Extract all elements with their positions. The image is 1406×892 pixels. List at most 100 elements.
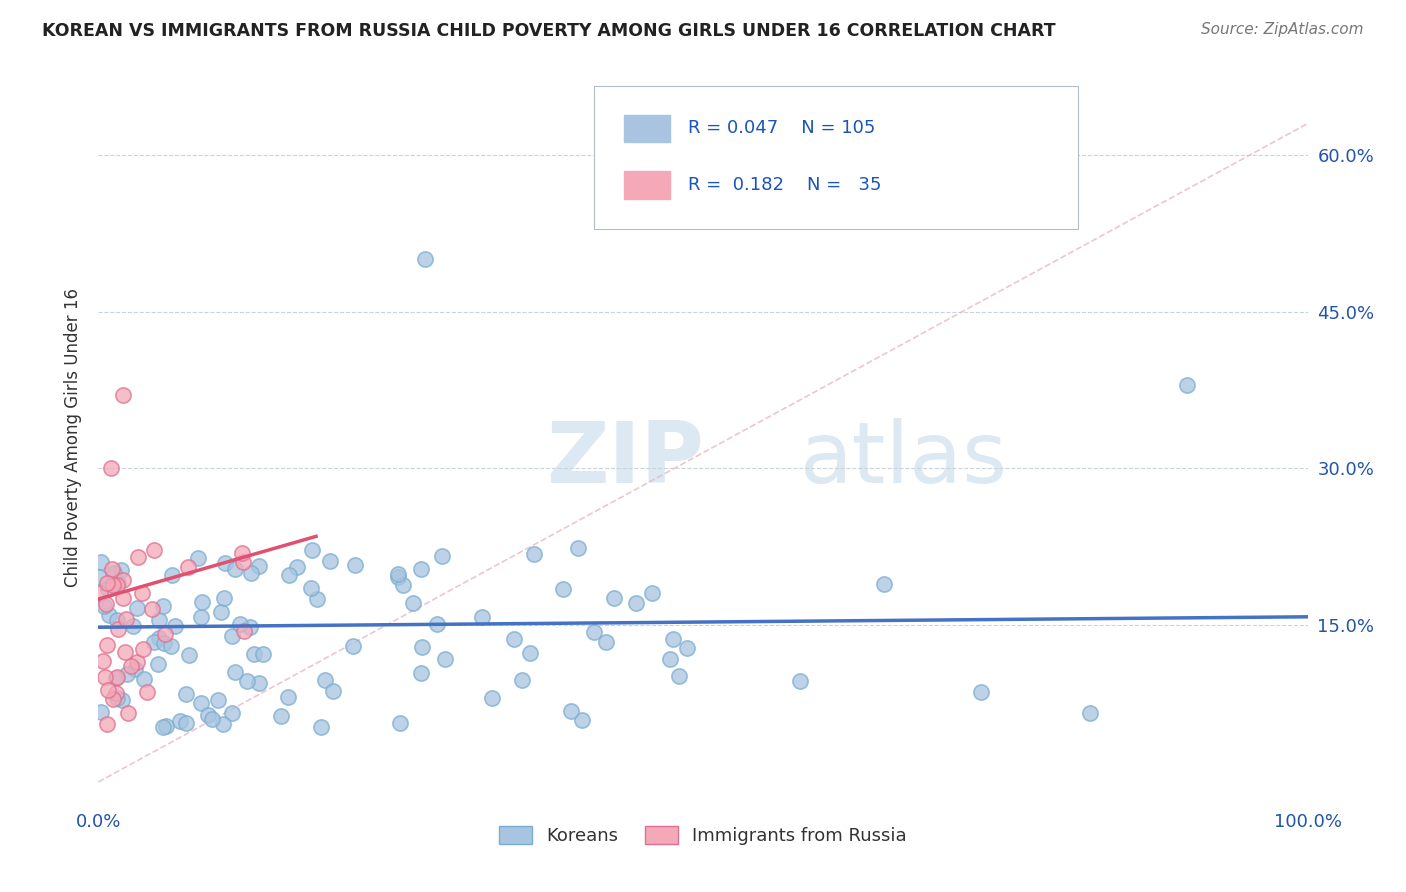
Point <box>309 720 332 734</box>
Point <box>270 709 292 723</box>
Point <box>148 631 170 645</box>
Point <box>160 567 183 582</box>
Point <box>117 666 139 681</box>
Point <box>661 632 683 646</box>
Text: KOREAN VS IMMIGRANTS FROM RUSSIA CHILD POVERTY AMONG GIRLS UNDER 16 CORRELATION : KOREAN VS IMMIGRANTS FROM RUSSIA CHILD P… <box>42 22 1056 40</box>
Point <box>413 252 436 267</box>
Point <box>110 563 132 577</box>
Point <box>344 558 367 572</box>
Point <box>299 582 322 596</box>
Point <box>510 673 533 687</box>
Point <box>155 719 177 733</box>
Point <box>111 388 134 402</box>
Point <box>523 547 546 561</box>
Y-axis label: Child Poverty Among Girls Under 16: Child Poverty Among Girls Under 16 <box>63 287 82 587</box>
Point <box>214 557 236 571</box>
Point <box>117 706 139 720</box>
Point <box>277 690 299 705</box>
Point <box>503 632 526 646</box>
Point <box>97 682 120 697</box>
Bar <box>624 114 671 143</box>
Point <box>640 585 662 599</box>
Point <box>152 720 174 734</box>
Point <box>125 601 148 615</box>
Point <box>595 635 617 649</box>
Point <box>789 673 811 688</box>
Point <box>111 591 134 605</box>
Point <box>169 714 191 728</box>
Point <box>187 550 209 565</box>
Point <box>103 566 125 580</box>
Point <box>221 629 243 643</box>
Point <box>179 648 201 663</box>
Point <box>411 640 433 654</box>
Point <box>96 576 118 591</box>
Point <box>132 641 155 656</box>
Point <box>163 618 186 632</box>
Point <box>387 570 409 584</box>
Point <box>105 670 128 684</box>
Point <box>97 582 120 597</box>
Point <box>481 691 503 706</box>
Point <box>94 597 117 611</box>
Point <box>93 599 115 614</box>
Point <box>287 560 309 574</box>
Point <box>409 561 432 575</box>
Point <box>319 554 342 568</box>
Point <box>392 577 415 591</box>
Point <box>471 610 494 624</box>
Point <box>111 693 134 707</box>
Point <box>240 566 263 581</box>
Point <box>105 690 128 705</box>
Point <box>107 623 129 637</box>
Point <box>214 591 236 606</box>
Point <box>115 612 138 626</box>
Point <box>121 619 143 633</box>
Point <box>93 654 115 668</box>
Point <box>148 613 170 627</box>
Point <box>190 610 212 624</box>
Point <box>668 668 690 682</box>
Point <box>107 575 129 590</box>
Point <box>112 573 135 587</box>
Point <box>114 644 136 658</box>
Point <box>105 613 128 627</box>
Point <box>89 570 111 584</box>
Point <box>411 666 433 681</box>
Point <box>553 582 575 596</box>
Point <box>104 686 127 700</box>
FancyBboxPatch shape <box>595 86 1078 228</box>
Point <box>314 673 336 687</box>
Point <box>322 684 344 698</box>
Point <box>89 586 111 600</box>
Point <box>153 627 176 641</box>
Text: Source: ZipAtlas.com: Source: ZipAtlas.com <box>1201 22 1364 37</box>
Point <box>100 461 122 475</box>
Point <box>235 674 257 689</box>
Point <box>159 639 181 653</box>
Point <box>624 596 647 610</box>
Point <box>603 591 626 605</box>
Point <box>105 671 128 685</box>
Point <box>94 670 117 684</box>
Text: ZIP: ZIP <box>546 417 703 500</box>
Point <box>224 562 246 576</box>
Point <box>519 646 541 660</box>
Point <box>131 586 153 600</box>
Point <box>582 624 605 639</box>
Point <box>278 568 301 582</box>
Point <box>174 716 197 731</box>
Point <box>127 655 149 669</box>
Point <box>1175 377 1198 392</box>
Point <box>190 595 212 609</box>
Point <box>229 616 252 631</box>
Point <box>96 716 118 731</box>
Legend: Koreans, Immigrants from Russia: Koreans, Immigrants from Russia <box>492 819 914 852</box>
Point <box>387 567 409 582</box>
Point <box>388 715 411 730</box>
Point <box>152 599 174 613</box>
Point <box>247 675 270 690</box>
Point <box>197 708 219 723</box>
Point <box>1078 706 1101 720</box>
Text: R = 0.047    N = 105: R = 0.047 N = 105 <box>689 120 876 137</box>
